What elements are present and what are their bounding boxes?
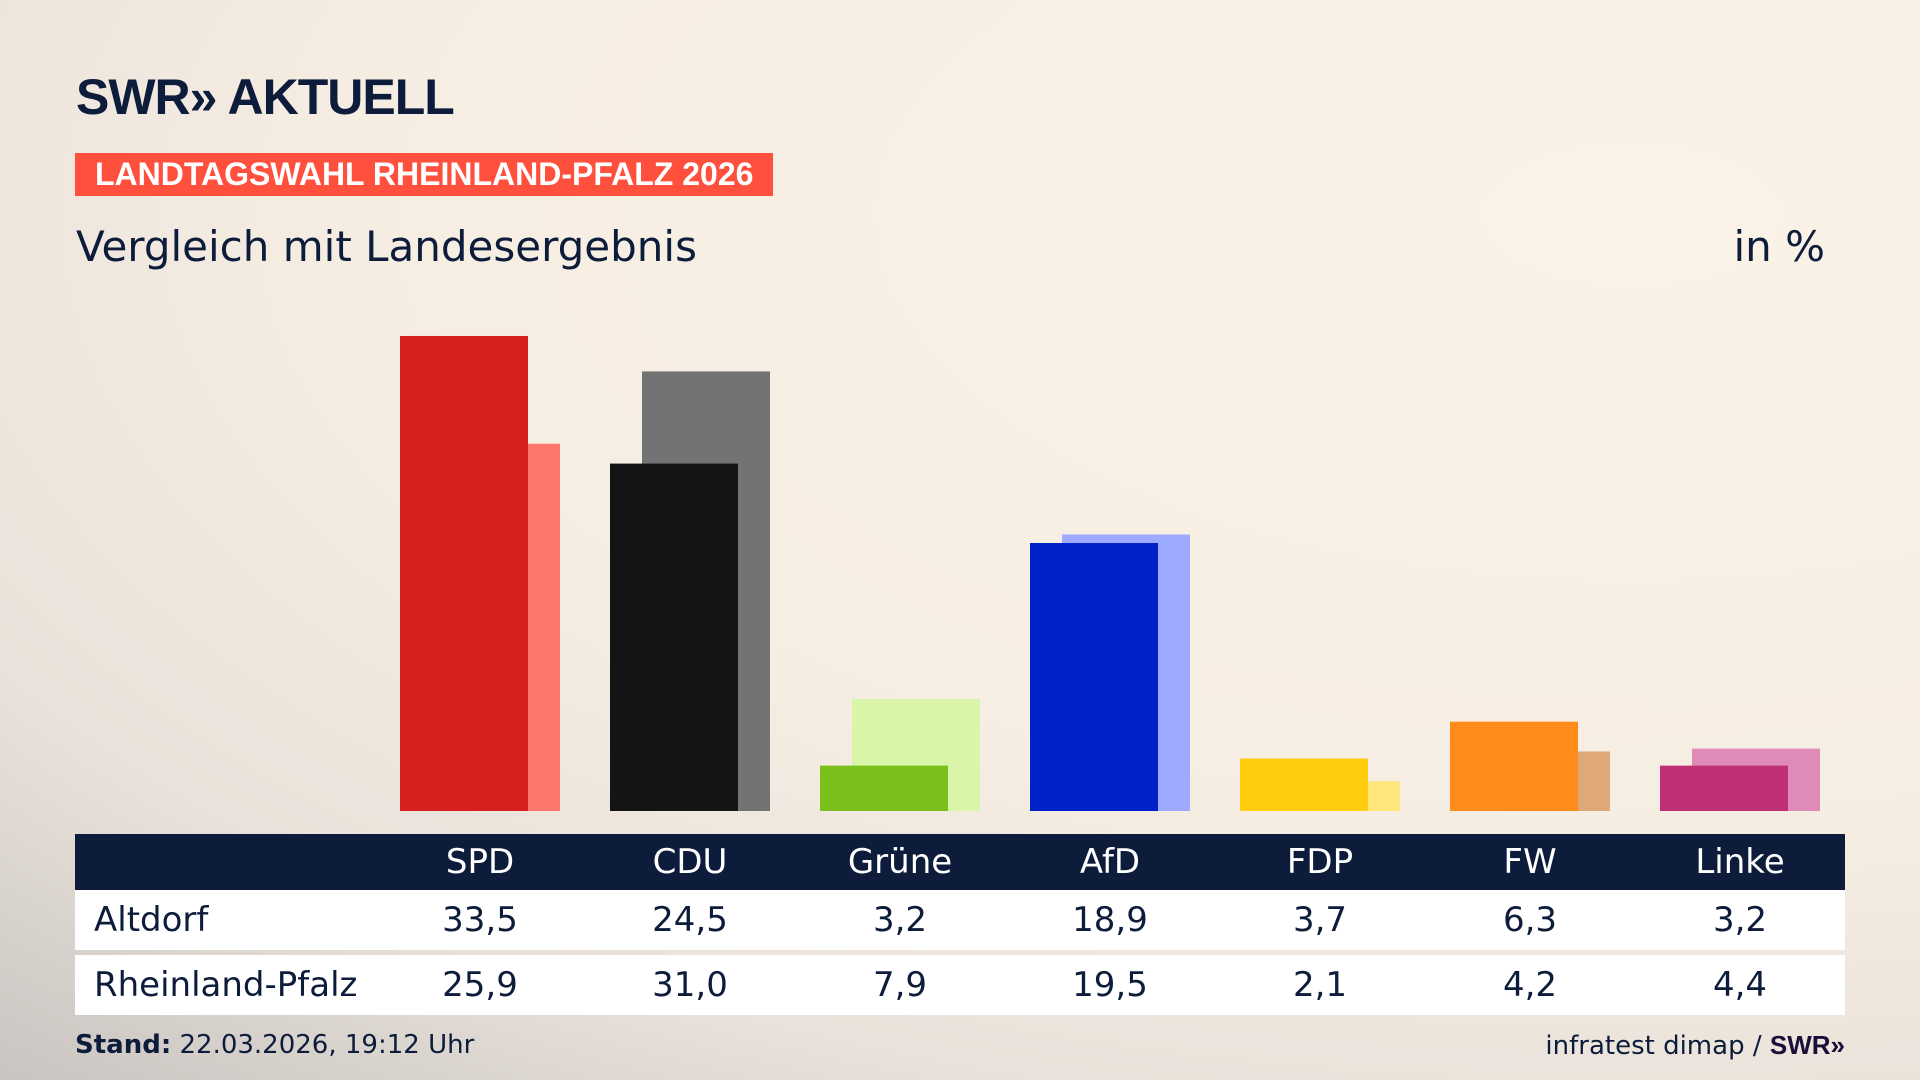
value-cell: 2,1	[1292, 965, 1348, 1005]
column-header: AfD	[1079, 842, 1141, 882]
value-cell: 4,2	[1502, 965, 1558, 1005]
value-cell: 7,9	[872, 965, 928, 1005]
value-cell: 4,4	[1712, 965, 1768, 1005]
table-row: Rheinland-Pfalz 25,9 31,0 7,9 19,5 2,1 4,2 4,4	[75, 955, 1845, 1015]
value-cell: 3,2	[1712, 900, 1768, 940]
value-cell: 3,2	[872, 900, 928, 940]
row-label: Altdorf	[94, 900, 209, 940]
value-cell: 31,0	[652, 965, 728, 1005]
bar-grüne-local	[820, 765, 948, 811]
bar-fw-local	[1450, 721, 1578, 811]
value-cell: 25,9	[442, 965, 518, 1005]
bar-afd-local	[1030, 542, 1158, 811]
stand-label: Stand:	[75, 1030, 172, 1060]
swr-aktuell-logo: SWR» AKTUELL	[76, 69, 455, 125]
value-cell: 24,5	[652, 900, 728, 940]
column-header: Grüne	[847, 842, 953, 882]
source-text: infratest dimap /	[1545, 1031, 1762, 1061]
table-row: Altdorf 33,5 24,5 3,2 18,9 3,7 6,3 3,2	[75, 890, 1845, 950]
row-label: Rheinland-Pfalz	[94, 965, 358, 1005]
bar-spd-local	[400, 335, 528, 811]
column-header: Linke	[1695, 842, 1785, 882]
value-cell: 3,7	[1292, 900, 1348, 940]
bar-linke-local	[1660, 765, 1788, 811]
table-header: SPD CDU Grüne AfD FDP FW Linke	[75, 834, 1845, 890]
unit-label: in %	[1733, 222, 1825, 271]
election-banner: LANDTAGSWAHL RHEINLAND-PFALZ 2026	[75, 153, 774, 196]
value-cell: 18,9	[1072, 900, 1148, 940]
column-header: FW	[1503, 842, 1557, 882]
source-credit: infratest dimap / SWR»	[1545, 1030, 1845, 1061]
bar-chart	[400, 335, 1820, 811]
bar-cdu-local	[610, 463, 738, 811]
chart-subtitle: Vergleich mit Landesergebnis	[76, 222, 697, 271]
results-table: SPD CDU Grüne AfD FDP FW Linke Altdorf 33,5 24,…	[75, 834, 1845, 1015]
value-cell: 6,3	[1502, 900, 1558, 940]
swr-small-logo: SWR»	[1769, 1030, 1845, 1060]
value-cell: 19,5	[1072, 965, 1148, 1005]
bar-fdp-local	[1240, 758, 1368, 811]
value-cell: 33,5	[442, 900, 518, 940]
column-header: CDU	[652, 842, 728, 882]
stand-value: 22.03.2026, 19:12 Uhr	[179, 1030, 475, 1060]
timestamp: Stand: 22.03.2026, 19:12 Uhr	[75, 1030, 474, 1060]
column-header: SPD	[445, 842, 515, 882]
column-header: FDP	[1286, 842, 1354, 882]
